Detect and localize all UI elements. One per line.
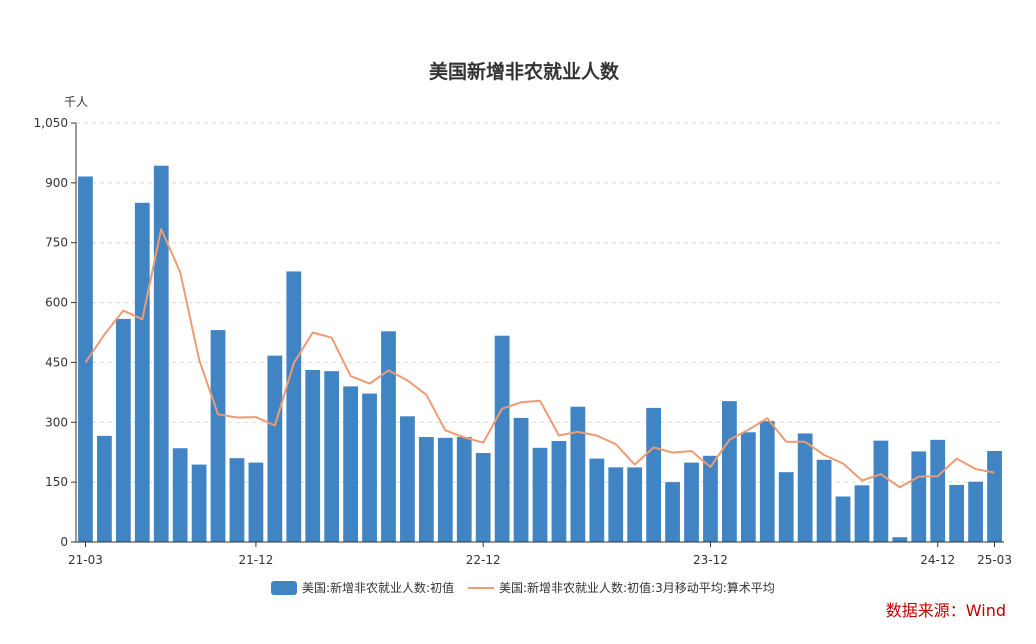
bar[interactable] xyxy=(381,331,396,542)
y-tick-label: 750 xyxy=(45,236,68,250)
moving-average-line[interactable] xyxy=(84,228,995,489)
bar[interactable] xyxy=(835,496,851,542)
bar[interactable] xyxy=(191,464,207,542)
bar[interactable] xyxy=(911,451,927,542)
bar[interactable] xyxy=(589,458,605,542)
bar[interactable] xyxy=(532,447,548,542)
bar[interactable] xyxy=(968,481,983,542)
bar[interactable] xyxy=(78,176,93,542)
bar[interactable] xyxy=(134,202,150,543)
bar[interactable] xyxy=(456,437,472,542)
legend-label-line[interactable]: 美国:新增非农就业人数:初值:3月移动平均:算术平均 xyxy=(499,580,775,595)
y-axis-unit: 千人 xyxy=(64,95,88,109)
source-label: 数据来源：Wind xyxy=(886,601,1006,620)
y-tick-label: 1,050 xyxy=(34,116,68,130)
chart-title: 美国新增非农就业人数 xyxy=(429,60,620,83)
x-axis: 21-03 21-12 22-12 23-12 24-12 25-03 xyxy=(68,541,1012,567)
x-tick-label: 21-12 xyxy=(238,553,273,567)
bar[interactable] xyxy=(722,401,737,542)
bar[interactable] xyxy=(873,440,889,542)
bar[interactable] xyxy=(362,393,377,542)
y-tick-label: 150 xyxy=(45,475,68,489)
bar[interactable] xyxy=(930,439,946,542)
x-tick-label: 22-12 xyxy=(466,553,501,567)
y-tick-label: 0 xyxy=(60,535,68,549)
bar[interactable] xyxy=(400,416,415,542)
bar[interactable] xyxy=(627,467,643,542)
bar[interactable] xyxy=(892,537,908,542)
x-tick-label: 21-03 xyxy=(68,553,103,567)
bar[interactable] xyxy=(437,437,453,542)
bar[interactable] xyxy=(778,472,794,542)
gridlines xyxy=(76,122,1004,483)
bar[interactable] xyxy=(646,407,662,542)
bar[interactable] xyxy=(551,441,567,542)
bar[interactable] xyxy=(248,462,264,542)
bar[interactable] xyxy=(570,406,586,542)
bar[interactable] xyxy=(153,165,169,542)
bar[interactable] xyxy=(229,458,245,542)
bar[interactable] xyxy=(97,435,112,542)
bar[interactable] xyxy=(286,271,302,542)
bar[interactable] xyxy=(665,482,680,542)
bar[interactable] xyxy=(172,448,188,542)
bar[interactable] xyxy=(494,335,510,542)
legend: 美国:新增非农就业人数:初值 美国:新增非农就业人数:初值:3月移动平均:算术平… xyxy=(271,580,775,595)
bar-series xyxy=(78,165,1002,543)
bar[interactable] xyxy=(210,330,226,542)
x-tick-label: 24-12 xyxy=(920,553,955,567)
legend-swatch-bar[interactable] xyxy=(271,581,297,595)
bar[interactable] xyxy=(816,459,832,542)
bar[interactable] xyxy=(703,455,718,542)
bar[interactable] xyxy=(418,437,434,542)
x-tick-label: 25-03 xyxy=(977,553,1012,567)
bar[interactable] xyxy=(343,386,358,542)
line-series xyxy=(84,228,995,489)
bar[interactable] xyxy=(305,370,321,542)
bar[interactable] xyxy=(854,485,870,542)
bar[interactable] xyxy=(684,462,699,542)
bar[interactable] xyxy=(267,355,283,542)
bar[interactable] xyxy=(608,467,624,542)
y-tick-label: 450 xyxy=(45,355,68,369)
bar[interactable] xyxy=(949,484,965,542)
legend-label-bar[interactable]: 美国:新增非农就业人数:初值 xyxy=(302,580,454,595)
bar[interactable] xyxy=(987,451,1002,542)
bar[interactable] xyxy=(513,417,529,542)
bar[interactable] xyxy=(759,421,775,542)
y-tick-label: 900 xyxy=(45,176,68,190)
bar[interactable] xyxy=(115,318,131,542)
y-tick-label: 600 xyxy=(45,296,68,310)
y-axis: 0 150 300 450 600 750 900 1,050 xyxy=(34,116,77,549)
bar[interactable] xyxy=(324,371,340,542)
x-tick-label: 23-12 xyxy=(693,553,728,567)
bar[interactable] xyxy=(475,453,491,542)
bar[interactable] xyxy=(740,432,756,542)
y-tick-label: 300 xyxy=(45,415,68,429)
bar[interactable] xyxy=(797,433,813,542)
